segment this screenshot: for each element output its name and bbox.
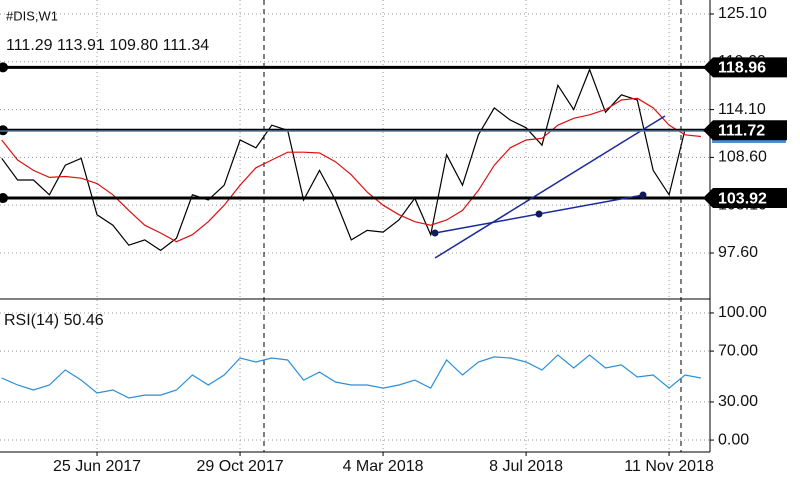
- y-tick-label: 97.60: [718, 244, 758, 261]
- x-tick-label: 4 Mar 2018: [343, 458, 424, 475]
- rsi-title: RSI(14) 50.46: [4, 312, 104, 329]
- level-label: 118.96: [718, 60, 766, 77]
- level-anchor: [0, 193, 8, 204]
- y-tick-label: 30.00: [718, 393, 758, 410]
- symbol-title: #DIS,W1: [6, 8, 58, 23]
- series-line: [1, 97, 701, 243]
- series-line: [1, 354, 702, 399]
- y-tick-label: 114.10: [718, 101, 766, 118]
- trend-point: [431, 229, 439, 237]
- x-tick-label: 11 Nov 2018: [624, 458, 714, 475]
- x-tick-label: 25 Jun 2017: [53, 458, 141, 475]
- plot: [0, 62, 710, 399]
- level-label: 111.72: [718, 122, 765, 139]
- trend-line: [434, 115, 666, 259]
- level-box: [703, 57, 787, 78]
- level-label: 103.92: [718, 190, 767, 207]
- y-tick-label: 70.00: [718, 342, 758, 359]
- x-tick-label: 29 Oct 2017: [196, 458, 283, 475]
- trend-lines: [431, 115, 666, 259]
- level-anchor: [0, 125, 8, 136]
- bid-marker: [712, 138, 786, 143]
- series-line: [1, 67, 686, 252]
- labels: 97.60103.10108.60114.10119.60125.10118.9…: [53, 5, 787, 475]
- trend-point: [535, 210, 543, 218]
- ohlc-text: 111.29 113.91 109.80 111.34: [6, 37, 209, 54]
- trend-point: [639, 191, 647, 199]
- grid: [0, 0, 710, 452]
- level-anchor: [0, 62, 8, 73]
- y-tick-label: 0.00: [718, 431, 749, 448]
- x-tick-label: 8 Jul 2018: [489, 458, 563, 475]
- level-box: [703, 120, 787, 141]
- y-tick-label: 100.00: [718, 304, 767, 321]
- level-box: [703, 188, 787, 209]
- y-tick-label: 108.60: [718, 149, 767, 166]
- y-tick-label: 125.10: [718, 5, 767, 22]
